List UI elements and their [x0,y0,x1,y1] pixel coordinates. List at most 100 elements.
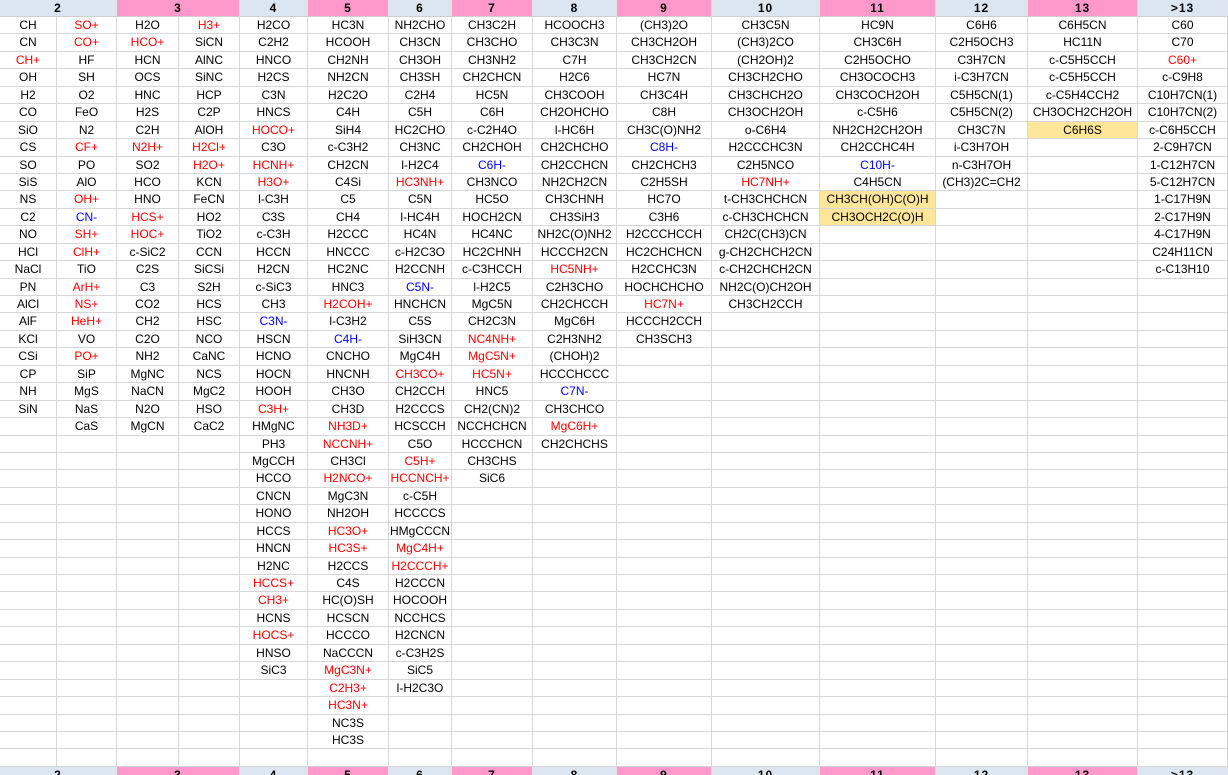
molecule-cell[interactable]: HC2CHO [389,122,451,140]
molecule-cell[interactable]: CH3CHO [452,34,532,52]
molecule-cell[interactable]: C6H5CN [1028,17,1137,35]
molecule-cell[interactable]: PO+ [57,348,116,366]
molecule-cell[interactable]: H2Cl+ [179,139,239,157]
empty-cell[interactable] [936,209,1027,227]
molecule-cell[interactable]: HCS [179,296,239,314]
molecule-cell[interactable]: l-H2C4 [389,157,451,174]
molecule-cell[interactable]: CH3+ [240,592,307,610]
empty-cell[interactable] [617,592,711,610]
molecule-cell[interactable]: CH2CN [308,157,388,174]
molecule-cell[interactable]: CH3NH2 [452,52,532,70]
molecule-cell[interactable]: NH2C(O)NH2 [533,226,616,244]
molecule-cell[interactable]: NH3D+ [308,418,388,436]
empty-cell[interactable] [1028,139,1137,157]
molecule-cell[interactable]: HOCN [240,366,307,384]
molecule-cell[interactable]: HMgNC [240,418,307,436]
empty-cell[interactable] [617,575,711,593]
molecule-cell[interactable]: HC7NH+ [712,174,819,192]
empty-cell[interactable] [820,436,935,453]
empty-cell[interactable] [712,366,819,384]
molecule-cell[interactable]: HONO [240,505,307,523]
empty-cell[interactable] [820,645,935,663]
molecule-cell[interactable]: ArH+ [57,279,116,296]
molecule-cell[interactable]: NH2 [117,348,178,366]
empty-cell[interactable] [936,401,1027,419]
molecule-cell[interactable]: SiC5 [389,662,451,680]
empty-cell[interactable] [1028,488,1137,506]
molecule-cell[interactable]: PH3 [240,436,307,453]
empty-cell[interactable] [936,331,1027,349]
empty-cell[interactable] [1138,540,1227,558]
empty-cell[interactable] [0,645,56,663]
molecule-cell[interactable]: H2CCC [308,226,388,244]
molecule-cell[interactable]: CH2C3N [452,313,532,331]
molecule-cell[interactable]: N2 [57,122,116,140]
molecule-cell[interactable]: CH2CCHC4H [820,139,935,157]
empty-cell[interactable] [533,715,616,732]
empty-cell[interactable] [179,505,239,523]
molecule-cell[interactable]: C2O [117,331,178,349]
molecule-cell[interactable]: SiS [0,174,56,192]
molecule-cell[interactable]: C2H5OCH3 [936,34,1027,52]
empty-cell[interactable] [1138,436,1227,453]
molecule-cell[interactable]: NH2CN [308,69,388,87]
molecule-cell[interactable]: C6H6S [1028,121,1137,140]
molecule-cell[interactable]: CH3C7N [936,122,1027,140]
empty-cell[interactable] [820,732,935,750]
molecule-cell[interactable]: CH3C3N [533,34,616,52]
empty-cell[interactable] [0,575,56,593]
molecule-cell[interactable]: g-CH2CHCH2CN [712,244,819,262]
empty-cell[interactable] [240,680,307,698]
molecule-cell[interactable]: NC3S [308,715,388,732]
empty-cell[interactable] [820,749,935,767]
molecule-cell[interactable]: c-C9H8 [1138,69,1227,87]
molecule-cell[interactable]: NH2CH2CH2OH [820,122,935,140]
molecule-cell[interactable]: CH3CH2CCH [712,296,819,314]
molecule-cell[interactable]: NaS [57,401,116,419]
molecule-cell[interactable]: HSC [179,313,239,331]
molecule-cell[interactable]: AlNC [179,52,239,70]
empty-cell[interactable] [57,697,116,715]
molecule-cell[interactable]: SiC3 [240,662,307,680]
molecule-cell[interactable]: HNCHCN [389,296,451,314]
empty-cell[interactable] [617,488,711,506]
molecule-cell[interactable]: FeCN [179,191,239,209]
empty-cell[interactable] [712,488,819,506]
empty-cell[interactable] [820,348,935,366]
molecule-cell[interactable]: CH3SH [389,69,451,87]
molecule-cell[interactable]: HNC [117,87,178,105]
molecule-cell[interactable]: NO [0,226,56,244]
empty-cell[interactable] [57,575,116,593]
molecule-cell[interactable]: SH [57,69,116,87]
molecule-cell[interactable]: C24H11CN [1138,244,1227,262]
molecule-cell[interactable]: H2CCS [308,558,388,575]
empty-cell[interactable] [452,662,532,680]
molecule-cell[interactable]: C3 [117,279,178,296]
molecule-cell[interactable]: C5 [308,191,388,209]
empty-cell[interactable] [617,348,711,366]
empty-cell[interactable] [820,244,935,262]
empty-cell[interactable] [820,313,935,331]
molecule-cell[interactable]: H2CCHC3N [617,261,711,279]
empty-cell[interactable] [57,592,116,610]
molecule-cell[interactable]: MgS [57,383,116,401]
molecule-cell[interactable]: H2CCCN [389,575,451,593]
molecule-cell[interactable]: SiO [0,122,56,140]
empty-cell[interactable] [0,436,56,453]
molecule-cell[interactable]: HC7N+ [617,296,711,314]
empty-cell[interactable] [1138,488,1227,506]
molecule-cell[interactable]: HCCCO [308,627,388,645]
molecule-cell[interactable]: HC9N [820,17,935,35]
empty-cell[interactable] [1028,627,1137,645]
empty-cell[interactable] [936,436,1027,453]
empty-cell[interactable] [936,558,1027,575]
molecule-cell[interactable]: CN [0,34,56,52]
molecule-cell[interactable]: (CH3)2C=CH2 [936,174,1027,192]
empty-cell[interactable] [533,470,616,488]
molecule-cell[interactable]: AlO [57,174,116,192]
molecule-cell[interactable]: C5N- [389,279,451,296]
molecule-cell[interactable]: CH3CHNH [533,191,616,209]
molecule-cell[interactable]: C10H- [820,157,935,174]
molecule-cell[interactable]: HCCS+ [240,575,307,593]
molecule-cell[interactable]: HC11N [1028,34,1137,52]
